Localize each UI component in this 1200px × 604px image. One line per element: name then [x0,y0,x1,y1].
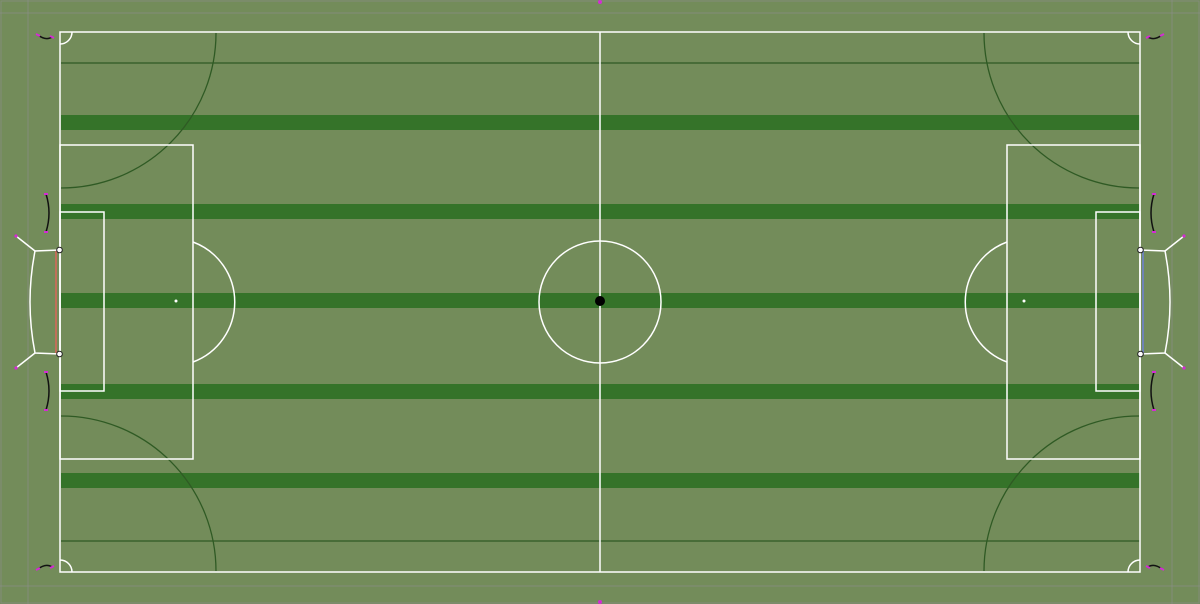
penalty-spot-right [1022,299,1026,303]
goal-post-left-top [56,246,63,254]
goal-box-left [59,211,105,392]
goal-right [1137,234,1186,370]
halfway-markers [598,0,602,604]
marker-left-lower [45,371,50,411]
corner-arc-bottom-right [1127,559,1141,573]
center-spot [595,296,605,306]
penalty-spot-left [174,299,178,303]
goal-box-right [1095,211,1141,392]
boundary-markers [44,193,1156,411]
spots [174,296,1026,306]
corner-flags [35,33,1165,571]
marker-right-upper [1150,193,1155,233]
goal-net-left [29,249,61,355]
arc-bottom-left [60,415,217,572]
corner-arc-bottom-left [59,559,73,573]
arc-bottom-right [983,415,1140,572]
center-circle [538,240,662,364]
penalty-arc-left [192,241,236,363]
corner-arc-top-left [59,31,73,45]
corner-arc-top-right [1127,31,1141,45]
arc-top-left [60,32,217,189]
marker-right-lower [1150,371,1155,411]
arc-top-right [983,32,1140,189]
goal-left [14,234,63,370]
goal-post-left-bottom [56,350,63,358]
goal-net-right [1139,249,1171,355]
marker-left-upper [45,193,50,233]
goal-post-right-bottom [1137,350,1144,358]
goal-post-right-top [1137,246,1144,254]
penalty-arc-right [964,241,1008,363]
